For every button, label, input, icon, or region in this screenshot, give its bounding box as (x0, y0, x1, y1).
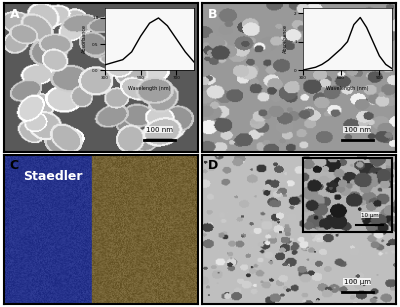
Text: B: B (208, 8, 217, 21)
Text: C: C (10, 159, 19, 173)
Text: 100 nm: 100 nm (146, 127, 173, 133)
Text: Staedler: Staedler (23, 170, 82, 183)
Text: D: D (208, 159, 218, 173)
Text: 100 nm: 100 nm (344, 127, 371, 133)
Text: A: A (10, 8, 20, 21)
Text: 100 μm: 100 μm (344, 278, 371, 285)
